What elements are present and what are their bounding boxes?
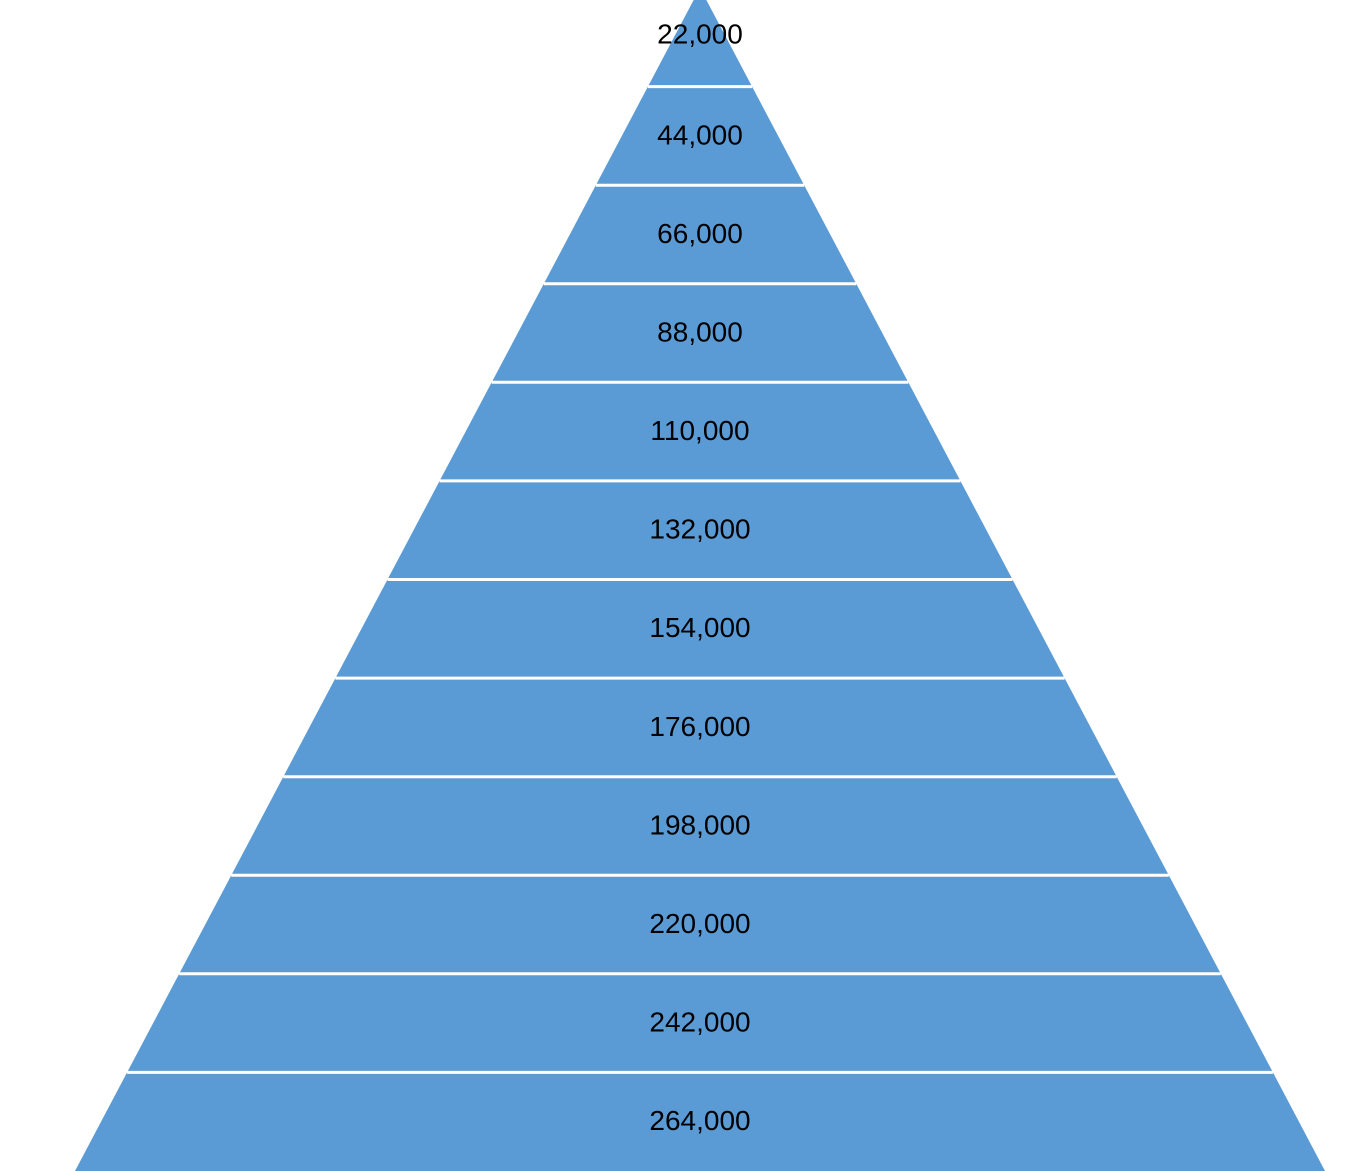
tier-label: 110,000 [650,415,749,446]
pyramid-labels: 22,000 44,000 66,000 88,000 110,000 132,000 15… [649,18,750,1136]
tier-label: 66,000 [657,218,743,249]
pyramid-tier-5 [439,382,961,481]
pyramid-dividers [127,85,1273,1074]
tier-label: 132,000 [649,514,750,545]
pyramid-tier-6 [387,480,1013,580]
pyramid-tier-9 [231,776,1169,876]
pyramid-tier-1 [647,0,753,87]
tier-label: 264,000 [649,1105,750,1136]
pyramid-tier-10 [179,875,1221,974]
tier-label: 88,000 [657,316,743,347]
pyramid-tier-11 [127,973,1273,1073]
pyramid-tier-12 [75,1072,1325,1171]
tier-label: 198,000 [649,809,750,840]
pyramid-tier-7 [335,579,1065,679]
pyramid-tier-3 [543,185,857,284]
tier-label: 242,000 [649,1006,750,1037]
tier-label: 176,000 [649,711,750,742]
tier-label: 220,000 [649,908,750,939]
pyramid-tier-4 [491,283,909,383]
tier-label: 154,000 [649,612,750,643]
tier-label: 22,000 [657,18,743,49]
pyramid-tier-8 [283,678,1117,777]
pyramid-tiers [75,0,1325,1171]
tier-label: 44,000 [657,119,743,150]
pyramid-tier-2 [595,86,805,186]
